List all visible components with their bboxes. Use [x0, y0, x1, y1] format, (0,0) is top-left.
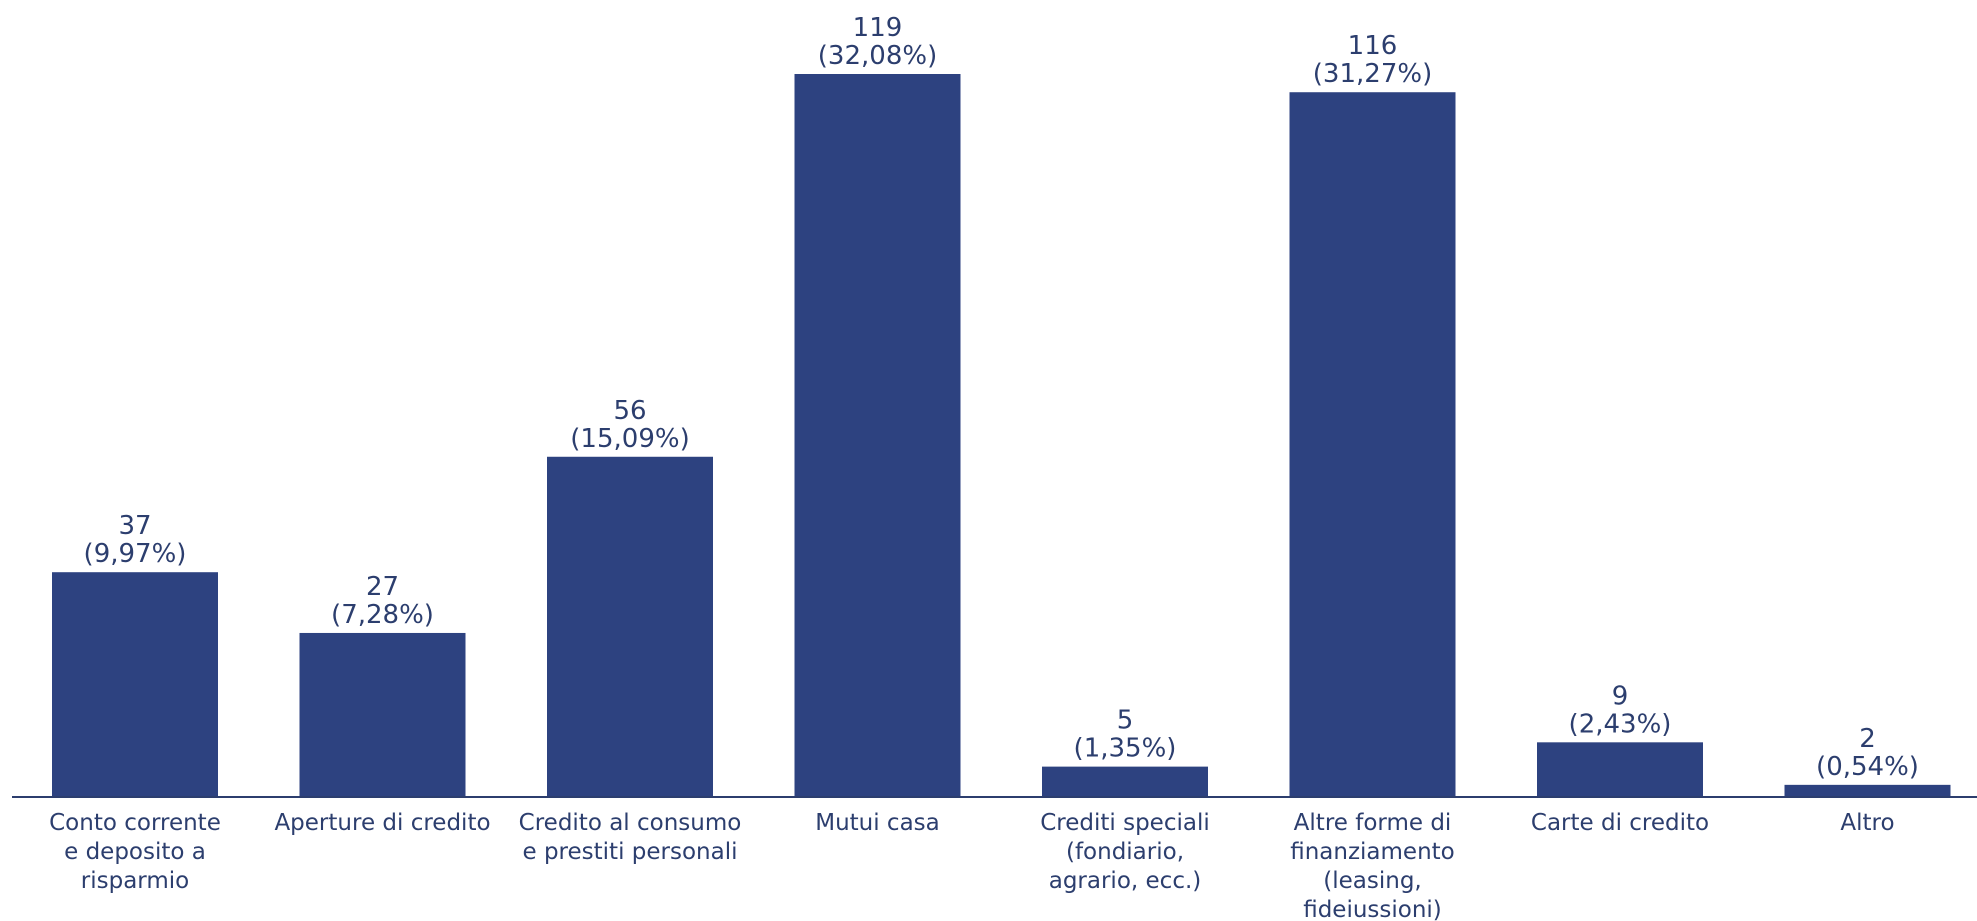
bar-percent-label: (32,08%) — [818, 41, 937, 71]
bar-percent-label: (7,28%) — [331, 600, 434, 630]
value-labels-group: 37(9,97%) 27(7,28%) 56(15,09%) 119(32,08%) 5… — [84, 13, 1919, 782]
category-label: Credito al consumo e prestiti personali — [519, 810, 742, 865]
bar — [299, 632, 466, 797]
bar-value-label: 5 — [1117, 706, 1134, 736]
category-label-line: agrario, ecc.) — [1049, 868, 1202, 894]
category-label-line: fideiussioni) — [1303, 897, 1442, 921]
category-labels-group: Conto corrente e deposito a risparmio Apert… — [49, 810, 1894, 921]
bar-value-label: 27 — [366, 572, 399, 602]
category-label: Altre forme di finanziamento (leasing, fide… — [1290, 810, 1455, 921]
bar-value-label: 2 — [1859, 724, 1876, 754]
category-label-line: Conto corrente — [49, 810, 221, 836]
bar — [1042, 766, 1208, 797]
bar-value-label: 37 — [118, 511, 151, 541]
bar-percent-label: (2,43%) — [1569, 709, 1672, 739]
bar — [1289, 92, 1456, 798]
category-label-line: Carte di credito — [1531, 810, 1709, 836]
category-label-line: (fondiario, — [1066, 839, 1184, 865]
category-label-line: Aperture di credito — [274, 810, 490, 836]
category-label-line: Altro — [1840, 810, 1894, 836]
category-label-line: Altre forme di — [1294, 810, 1452, 836]
bar-value-label: 56 — [613, 396, 646, 426]
bar — [52, 572, 218, 797]
category-label-line: Crediti speciali — [1040, 810, 1210, 836]
bar-percent-label: (9,97%) — [84, 539, 187, 569]
bar-percent-label: (15,09%) — [570, 424, 689, 454]
bar-percent-label: (0,54%) — [1816, 752, 1919, 782]
category-label-line: finanziamento — [1290, 839, 1455, 865]
category-label: Carte di credito — [1531, 810, 1709, 836]
bar-percent-label: (1,35%) — [1074, 734, 1177, 764]
category-label-line: risparmio — [81, 868, 189, 894]
category-label-line: Mutui casa — [815, 810, 940, 836]
category-label: Aperture di credito — [274, 810, 490, 836]
category-label-line: e deposito a — [64, 839, 206, 865]
category-label: Mutui casa — [815, 810, 940, 836]
bar — [794, 74, 961, 797]
bar-value-label: 116 — [1348, 31, 1398, 61]
bar-value-label: 9 — [1612, 681, 1629, 711]
bar — [1784, 784, 1951, 797]
category-label: Crediti speciali (fondiario, agrario, ecc.… — [1040, 810, 1210, 894]
category-label-line: e prestiti personali — [523, 839, 738, 865]
category-label: Conto corrente e deposito a risparmio — [49, 810, 221, 894]
category-label: Altro — [1840, 810, 1894, 836]
bar-percent-label: (31,27%) — [1313, 59, 1432, 89]
bar — [1537, 742, 1703, 797]
bars-group — [52, 74, 1951, 798]
bar-value-label: 119 — [853, 13, 903, 43]
category-label-line: Credito al consumo — [519, 810, 742, 836]
category-label-line: (leasing, — [1323, 868, 1421, 894]
bar — [547, 456, 713, 797]
